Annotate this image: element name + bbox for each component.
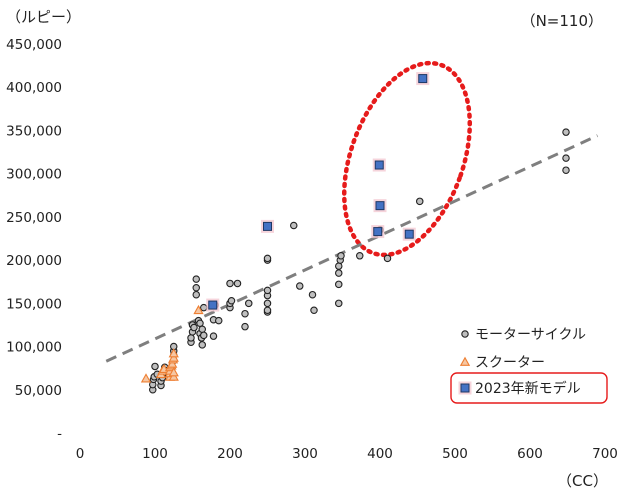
y-tick-label: 150,000 — [6, 296, 62, 312]
point-circle — [263, 306, 272, 314]
x-tick-label: 0 — [76, 446, 85, 462]
point-circle — [263, 286, 272, 295]
point-circle — [151, 362, 159, 371]
point-triangle — [168, 348, 179, 358]
y-tick-label: - — [57, 426, 62, 442]
sample-size-annotation: （N=110） — [521, 12, 603, 30]
data-points — [140, 72, 570, 394]
legend-marker-square — [460, 383, 470, 393]
point-circle — [233, 279, 242, 288]
point-circle — [241, 322, 249, 331]
point-circle — [355, 252, 364, 260]
point-circle — [562, 166, 570, 174]
y-tick-label: 450,000 — [6, 37, 62, 53]
point-square — [263, 221, 272, 231]
point-square — [374, 160, 384, 170]
legend-highlight-box — [450, 372, 608, 404]
legend-marker-triangle — [459, 356, 471, 366]
point-circle — [187, 334, 195, 342]
point-circle — [192, 290, 201, 299]
point-circle — [245, 299, 253, 308]
point-circle — [308, 290, 317, 299]
point-circle — [383, 254, 392, 263]
x-tick-label: 700 — [592, 446, 618, 462]
point-circle — [215, 316, 223, 325]
point-triangle — [168, 367, 179, 377]
legend-label: 2023年新モデル — [475, 380, 581, 397]
point-square — [375, 201, 385, 211]
point-circle — [337, 252, 345, 260]
point-circle — [334, 280, 343, 289]
x-tick-label: 500 — [442, 446, 468, 462]
trendline — [105, 134, 599, 363]
x-tick-label: 400 — [367, 446, 393, 462]
point-circle — [192, 284, 201, 292]
point-circle — [415, 197, 424, 206]
y-tick-label: 100,000 — [6, 340, 62, 356]
y-tick-label: 50,000 — [15, 383, 62, 399]
point-circle — [198, 325, 207, 334]
point-circle — [241, 309, 249, 318]
x-tick-label: 200 — [217, 446, 243, 462]
y-tick-label: 250,000 — [6, 210, 62, 226]
point-circle — [295, 282, 304, 290]
point-circle — [200, 331, 208, 340]
legend-marker-circle — [461, 330, 469, 338]
y-tick-label: 200,000 — [6, 253, 62, 269]
point-circle — [190, 323, 198, 332]
point-circle — [289, 221, 298, 230]
x-axis-label: （CC） — [557, 472, 608, 490]
x-tick-label: 300 — [292, 446, 318, 462]
y-axis-ticks: - 50,000 100,000 150,000 200,000 250,000 300,0… — [6, 37, 62, 442]
point-circle — [334, 269, 343, 277]
point-circle — [310, 306, 318, 314]
point-circle — [198, 341, 207, 349]
point-square — [373, 227, 383, 237]
highlight-ellipse — [341, 60, 473, 258]
x-tick-label: 600 — [517, 446, 543, 462]
y-tick-label: 300,000 — [6, 167, 62, 183]
y-axis-label: （ルピー） — [6, 8, 81, 26]
point-circle — [263, 299, 272, 308]
legend-label: モーターサイクル — [475, 327, 586, 343]
point-circle — [334, 262, 343, 270]
point-triangle — [140, 373, 152, 383]
point-square — [208, 300, 218, 310]
point-circle — [562, 154, 570, 162]
point-circle — [192, 275, 201, 283]
point-circle — [334, 299, 343, 308]
point-circle — [200, 303, 208, 312]
point-circle — [227, 296, 236, 305]
point-triangle — [193, 304, 204, 315]
legend-label: スクーター — [475, 355, 545, 371]
x-tick-label: 100 — [142, 446, 168, 462]
y-tick-label: 400,000 — [6, 80, 62, 96]
x-axis-ticks: 0 100 200 300 400 500 600 700 — [76, 446, 618, 462]
point-circle — [263, 254, 272, 263]
point-square — [404, 229, 414, 239]
y-tick-label: 350,000 — [6, 123, 62, 139]
point-circle — [226, 279, 234, 288]
point-circle — [562, 128, 570, 136]
point-circle — [196, 319, 204, 327]
point-circle — [209, 332, 218, 340]
point-square — [418, 74, 428, 84]
